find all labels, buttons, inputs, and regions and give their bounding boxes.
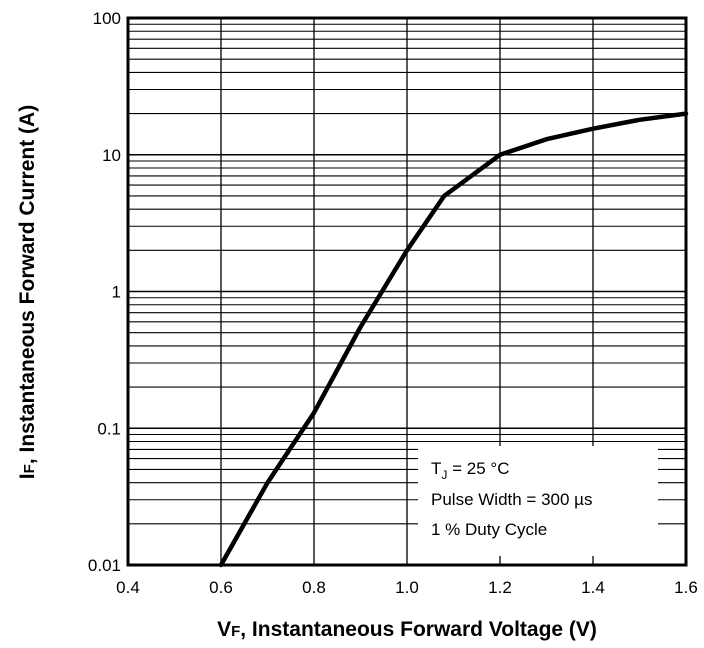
annotation-line-1: TJ = 25 °C (431, 459, 509, 482)
y-tick-label-4: 100 (93, 9, 121, 28)
x-tick-labels: 0.4 0.6 0.8 1.0 1.2 1.4 1.6 (116, 578, 698, 597)
x-tick-label-6: 1.6 (674, 578, 698, 597)
x-tick-label-2: 0.8 (302, 578, 326, 597)
plot-frame (126, 16, 688, 567)
y-tick-label-1: 0.1 (97, 419, 121, 438)
y-tick-label-3: 10 (102, 146, 121, 165)
annotation-background (418, 446, 658, 556)
annotation-box: TJ = 25 °C Pulse Width = 300 µs 1 % Duty… (418, 446, 658, 556)
x-tick-label-3: 1.0 (395, 578, 419, 597)
x-tick-label-5: 1.4 (581, 578, 605, 597)
y-tick-label-2: 1 (112, 283, 121, 302)
x-axis-label: VF, Instantaneous Forward Voltage (V) (217, 618, 597, 641)
x-tick-label-0: 0.4 (116, 578, 140, 597)
y-tick-label-0: 0.01 (88, 556, 121, 575)
annotation-line-2: Pulse Width = 300 µs (431, 490, 592, 509)
annotation-line-3: 1 % Duty Cycle (431, 520, 547, 539)
y-axis-label: IF, Instantaneous Forward Current (A) (16, 105, 39, 479)
series-line (218, 111, 689, 568)
y-tick-labels: 0.01 0.1 1 10 100 (88, 9, 121, 575)
x-tick-label-1: 0.6 (209, 578, 233, 597)
x-tick-label-4: 1.2 (488, 578, 512, 597)
